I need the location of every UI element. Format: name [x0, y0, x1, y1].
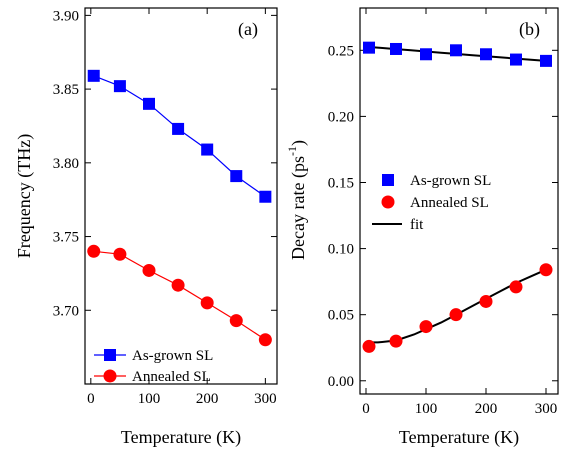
- data-point-a-0-2: [143, 97, 155, 110]
- panel-b-series: [362, 41, 553, 353]
- x-tick-label-b-3: 300: [535, 401, 558, 417]
- legend-a-label-annealed: Annealed SL: [132, 369, 211, 385]
- data-point-b-1-5: [509, 280, 523, 294]
- legend-b-label-fit: fit: [410, 217, 424, 233]
- data-point-b-0-4: [480, 48, 492, 61]
- data-point-a-1-2: [142, 263, 156, 277]
- data-point-a-1-4: [200, 296, 214, 310]
- y-tick-label-a-4: 3.90: [53, 8, 79, 24]
- series-line-a-1: [93, 250, 266, 341]
- data-point-a-1-6: [258, 333, 272, 347]
- panel-a-x-axis-title: Temperature (K): [121, 427, 241, 448]
- fit-line-b-1: [369, 268, 547, 344]
- data-point-a-0-4: [201, 143, 214, 156]
- panel-b-legend: As-grown SL Annealed SL fit: [372, 173, 491, 233]
- legend-b-marker-annealed: [381, 195, 395, 209]
- panel-b-label: (b): [519, 19, 540, 40]
- y-tick-label-b-5: 0.25: [328, 43, 354, 59]
- x-tick-label-a-1: 100: [138, 391, 161, 407]
- panel-a-legend: As-grown SL Annealed SL: [94, 348, 213, 385]
- data-point-b-1-6: [539, 263, 553, 277]
- y-tick-label-b-0: 0.00: [328, 374, 354, 390]
- x-tick-label-a-3: 300: [254, 391, 277, 407]
- panel-b-y-axis-title-end: ): [288, 140, 309, 146]
- y-tick-label-b-2: 0.10: [328, 242, 354, 258]
- y-tick-label-a-2: 3.80: [53, 156, 79, 172]
- data-point-a-0-1: [113, 80, 126, 93]
- panel-b-x-axis-title: Temperature (K): [399, 427, 519, 448]
- x-tick-label-a-0: 0: [87, 391, 95, 407]
- legend-b-label-as-grown: As-grown SL: [410, 173, 491, 189]
- data-point-b-1-0: [362, 339, 376, 353]
- panel-b-y-axis-title-main: Decay rate (ps: [288, 156, 309, 260]
- data-point-b-0-3: [450, 44, 462, 57]
- data-point-a-0-0: [87, 69, 100, 82]
- panel-a-plot-frame: [84, 7, 278, 385]
- y-tick-label-b-1: 0.05: [328, 308, 354, 324]
- panel-b-y-axis-title: Decay rate (ps-1): [285, 140, 309, 260]
- legend-a-label-as-grown: As-grown SL: [132, 348, 213, 364]
- panel-b-y-axis-title-sup: -1: [285, 146, 299, 156]
- y-tick-label-b-3: 0.15: [328, 175, 354, 191]
- y-tick-label-a-1: 3.75: [53, 230, 79, 246]
- panel-a-y-axis-title: Frequency (THz): [14, 134, 35, 258]
- data-point-b-0-6: [540, 54, 552, 67]
- y-tick-label-a-3: 3.85: [53, 82, 79, 98]
- panel-b-plot-frame: [359, 7, 559, 395]
- legend-b-label-annealed: Annealed SL: [410, 195, 489, 211]
- x-tick-label-b-2: 200: [475, 401, 498, 417]
- data-point-b-1-4: [479, 294, 493, 308]
- data-point-a-0-3: [172, 122, 185, 135]
- data-point-a-1-0: [87, 244, 101, 258]
- legend-a-marker-as-grown: [104, 349, 116, 361]
- x-tick-label-b-0: 0: [362, 401, 370, 417]
- data-point-b-1-3: [449, 308, 463, 322]
- panel-a-series: [87, 69, 272, 347]
- panel-b: 0 100 200 300 0.00 0.05 0.10 0.15 0.20 0.25 (b) T…: [285, 7, 559, 448]
- data-point-a-0-5: [230, 170, 243, 183]
- panel-a-ticks: 0 100 200 300 3.70 3.75 3.80 3.85 3.90: [53, 8, 277, 407]
- panel-a-label: (a): [238, 19, 258, 40]
- panel-b-ticks: 0 100 200 300 0.00 0.05 0.10 0.15 0.20 0.25: [328, 8, 558, 417]
- data-point-b-0-5: [510, 53, 522, 66]
- legend-b-marker-as-grown: [382, 174, 394, 186]
- data-point-a-1-3: [171, 278, 185, 292]
- x-tick-label-a-2: 200: [196, 391, 219, 407]
- y-tick-label-a-0: 3.70: [53, 303, 79, 319]
- data-point-a-1-5: [229, 314, 243, 328]
- data-point-a-0-6: [259, 190, 272, 203]
- legend-a-marker-annealed: [103, 369, 117, 383]
- data-point-b-1-2: [419, 320, 433, 334]
- data-point-a-1-1: [113, 247, 127, 261]
- data-point-b-0-2: [420, 48, 432, 61]
- data-point-b-0-1: [390, 42, 402, 55]
- panel-a: 0 100 200 300 3.70 3.75 3.80 3.85 3.90 (a) Tempe…: [14, 7, 278, 448]
- x-tick-label-b-1: 100: [415, 401, 438, 417]
- data-point-b-1-1: [389, 334, 403, 348]
- y-tick-label-b-4: 0.20: [328, 109, 354, 125]
- data-point-b-0-0: [363, 41, 375, 54]
